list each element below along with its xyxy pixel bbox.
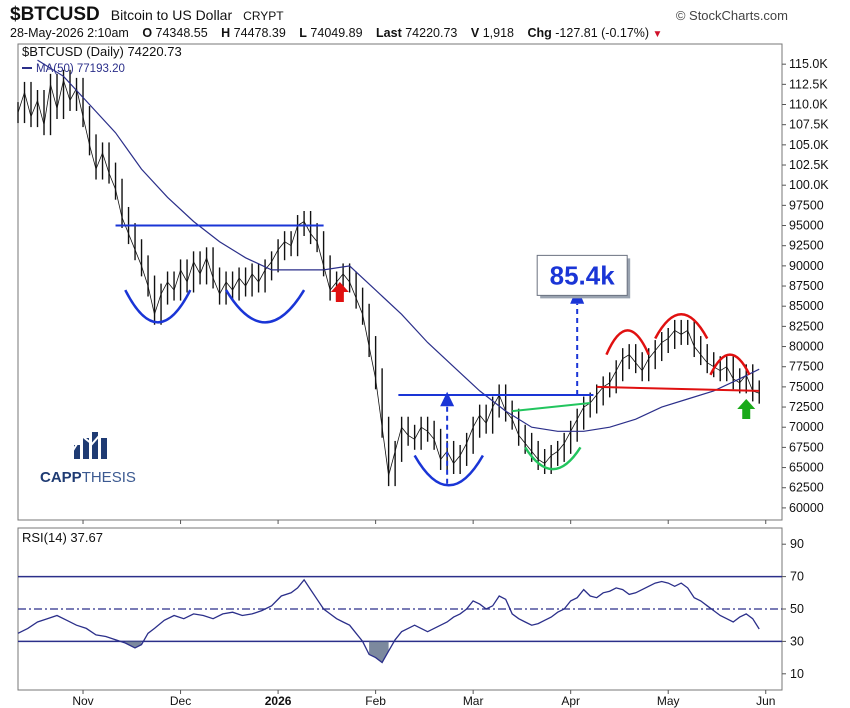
rsi-x-tick-label: 2026 [265, 694, 292, 708]
price-y-tick-label: 100.0K [789, 178, 829, 192]
price-panel: 115.0K 112.5K 110.0K 107.5K 105.0K 102.5K 100.… [17, 43, 829, 539]
symbol-name: Bitcoin to US Dollar [110, 7, 233, 23]
price-y-tick-label: 70000 [789, 420, 824, 434]
price-panel-frame [17, 43, 783, 521]
exchange: CRYPT [243, 9, 284, 23]
hs-neckline [596, 385, 760, 392]
price-y-tick-label: 67500 [789, 440, 824, 454]
price-y-tick-label: 97500 [789, 198, 824, 212]
right-cup [224, 289, 306, 324]
bottom-cup [413, 454, 484, 487]
up-arrow-icon [440, 391, 455, 407]
volume-value: 1,918 [482, 26, 514, 40]
quote-date: 28-May-2026 2:10am [10, 26, 129, 40]
price-legend: $BTCUSD (Daily) 74220.73 [22, 44, 182, 59]
target-box [536, 254, 628, 296]
rsi-y-tick-label: 50 [790, 602, 804, 616]
price-y-tick-label: 82500 [789, 319, 824, 333]
rsi-panel: Nov Dec 2026 Feb Mar Apr May Jun 90 70 50 30 10 RSI(1… [17, 527, 804, 708]
volume-label: V [470, 26, 480, 40]
last-label: Last [376, 26, 402, 40]
price-y-tick-label: 110.0K [789, 98, 828, 112]
rsi-x-tick-label: Apr [561, 694, 580, 708]
price-y-tick-label: 85000 [789, 299, 824, 313]
down-caret-icon: ▼ [652, 29, 663, 40]
price-y-tick-label: 60000 [789, 501, 824, 515]
red-up-arrow-icon [330, 282, 349, 302]
chart-title: $BTCUSD Bitcoin to US Dollar CRYPT [10, 4, 284, 26]
price-y-tick-label: 75000 [789, 380, 824, 394]
rsi-x-tick-label: May [657, 694, 680, 708]
price-y-tick-label: 77500 [789, 360, 824, 374]
open-label: O [142, 26, 153, 40]
rsi-x-tick-label: Dec [170, 694, 191, 708]
price-y-tick-label: 90000 [789, 259, 824, 273]
rsi-y-tick-label: 70 [790, 570, 804, 584]
left-cup [124, 289, 192, 324]
logo-bar [101, 438, 107, 459]
ma-legend: MA(50) 77193.20 [36, 63, 125, 75]
price-y-tick-label: 105.0K [789, 138, 829, 152]
logo-bar [74, 445, 80, 459]
open-value: 74348.55 [155, 26, 208, 40]
inner-neckline [512, 402, 591, 413]
low-label: L [299, 26, 307, 40]
head-arc [654, 313, 709, 340]
price-y-tick-label: 115.0K [789, 57, 828, 71]
price-y-tick-label: 102.5K [789, 158, 829, 172]
change-value: -127.81 (-0.17%) [555, 26, 650, 40]
price-y-tick-label: 87500 [789, 279, 824, 293]
change-label: Chg [527, 26, 552, 40]
rsi-x-tick-label: Jun [756, 694, 775, 708]
price-y-tick-label: 65000 [789, 461, 824, 475]
logo-bar [83, 438, 89, 459]
price-line [17, 78, 760, 476]
rsi-x-tick-label: Mar [463, 694, 484, 708]
right-shoulder-arc [709, 353, 751, 376]
rsi-legend: RSI(14) 37.67 [22, 530, 103, 545]
low-value: 74049.89 [310, 26, 363, 40]
brand-label: © StockCharts.com [675, 8, 788, 23]
green-cup [524, 446, 582, 471]
price-y-tick-label: 80000 [789, 340, 824, 354]
capp-thesis-logo: CAPPTHESIS [40, 427, 136, 486]
high-label: H [221, 26, 231, 40]
symbol: $BTCUSD [10, 4, 100, 25]
rsi-line [17, 578, 760, 664]
rsi-y-tick-label: 90 [790, 537, 804, 551]
price-y-tick-label: 62500 [789, 481, 824, 495]
logo-text-bold: CAPP [40, 469, 82, 486]
price-y-tick-label: 95000 [789, 219, 824, 233]
target-label: 85.4k [550, 260, 616, 290]
green-up-arrow-icon [737, 398, 756, 419]
logo-text: CAPPTHESIS [40, 469, 136, 486]
logo-trend-line [71, 427, 107, 453]
high-value: 74478.39 [233, 26, 286, 40]
rsi-x-tick-label: Nov [72, 694, 93, 708]
ma50-line [37, 59, 760, 432]
price-y-tick-label: 72500 [789, 400, 824, 414]
price-y-tick-label: 92500 [789, 239, 824, 253]
rsi-x-tick-label: Feb [365, 694, 386, 708]
logo-bar [92, 432, 98, 459]
rsi-y-tick-label: 10 [790, 667, 804, 681]
left-shoulder-arc [605, 329, 650, 356]
logo-text-light: THESIS [82, 469, 136, 486]
rsi-y-tick-label: 30 [790, 634, 804, 648]
price-y-tick-label: 107.5K [789, 118, 829, 132]
last-value: 74220.73 [405, 26, 458, 40]
quote-line: 28-May-2026 2:10am O 74348.55 H 74478.39… [10, 26, 662, 40]
price-y-tick-label: 112.5K [789, 77, 828, 91]
rsi-oversold-fill [369, 641, 389, 663]
